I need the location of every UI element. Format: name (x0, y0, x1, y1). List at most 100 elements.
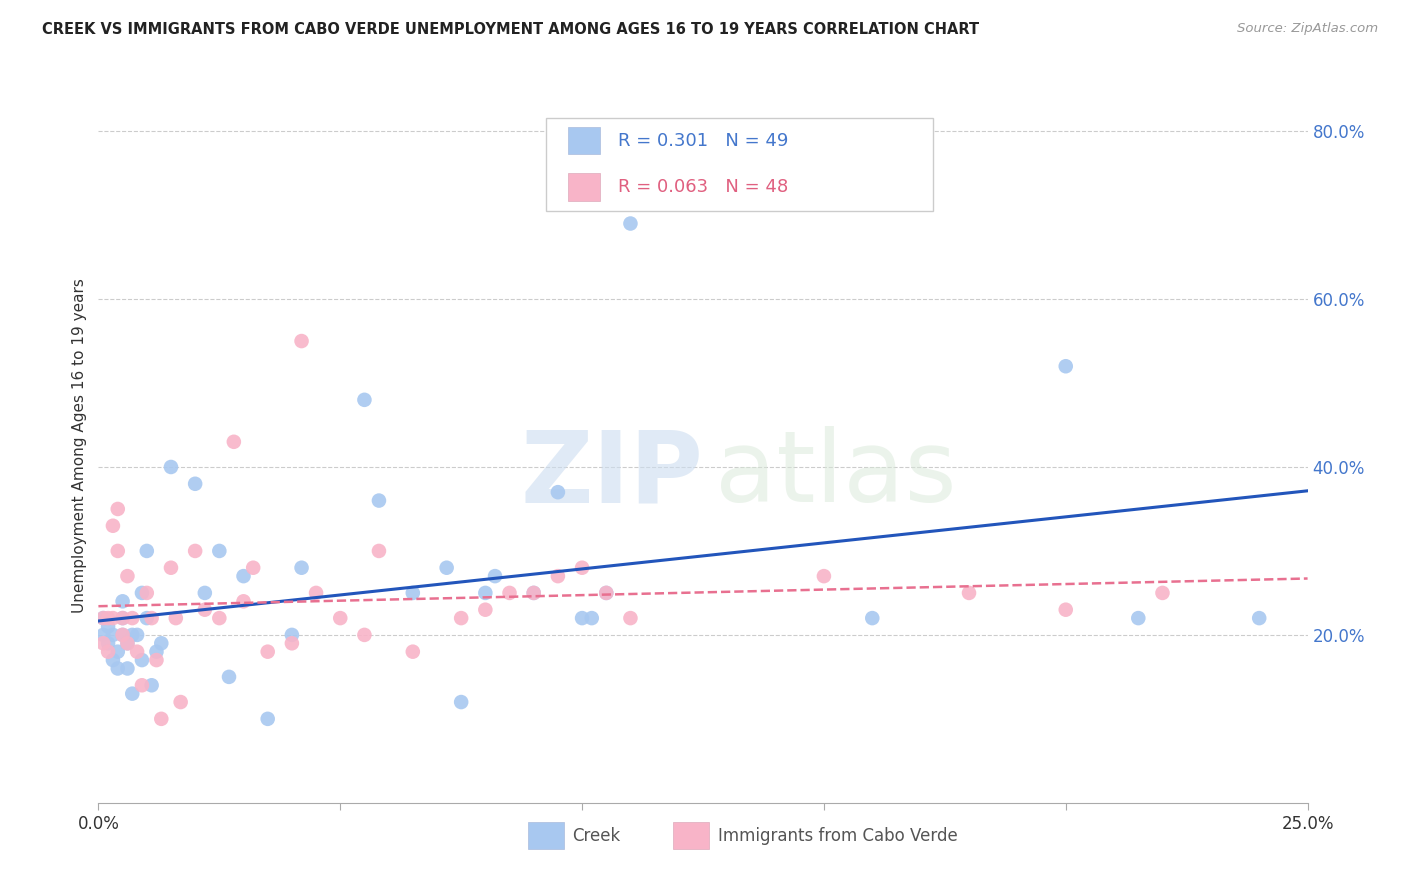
Point (107, 544, 129, 558)
Point (402, 645, 425, 659)
Point (145, 645, 167, 659)
Point (91, 636, 114, 650)
Point (121, 628, 143, 642)
Point (145, 653, 167, 667)
Point (101, 611, 124, 625)
Point (117, 636, 139, 650)
Point (97, 611, 120, 625)
Point (571, 611, 593, 625)
Point (194, 586, 217, 600)
Point (135, 586, 157, 600)
Point (256, 712, 278, 726)
Point (281, 636, 304, 650)
Point (547, 569, 569, 583)
FancyBboxPatch shape (568, 173, 600, 201)
Point (208, 544, 231, 558)
FancyBboxPatch shape (546, 118, 932, 211)
Point (329, 611, 352, 625)
Point (474, 586, 496, 600)
Point (353, 392, 375, 407)
Point (484, 569, 506, 583)
Point (218, 670, 240, 684)
Point (450, 611, 472, 625)
Point (571, 560, 593, 574)
Point (111, 611, 134, 625)
Point (97, 645, 120, 659)
Text: CREEK VS IMMIGRANTS FROM CABO VERDE UNEMPLOYMENT AMONG AGES 16 TO 19 YEARS CORRE: CREEK VS IMMIGRANTS FROM CABO VERDE UNEM… (42, 22, 980, 37)
Point (117, 661, 139, 675)
Point (111, 628, 134, 642)
Point (813, 569, 835, 583)
Point (1128, 611, 1150, 625)
Point (131, 586, 153, 600)
FancyBboxPatch shape (672, 822, 709, 849)
Point (281, 628, 304, 642)
Point (290, 334, 312, 348)
Point (160, 560, 183, 574)
Point (165, 611, 187, 625)
Point (91, 628, 114, 642)
Point (97, 636, 120, 650)
Text: ZIP: ZIP (520, 426, 703, 523)
Point (232, 569, 254, 583)
Point (127, 645, 149, 659)
Point (101, 628, 124, 642)
Point (242, 560, 264, 574)
Point (131, 653, 153, 667)
Point (169, 695, 191, 709)
Text: atlas: atlas (716, 426, 956, 523)
Point (184, 544, 207, 558)
Point (450, 695, 472, 709)
Point (402, 586, 425, 600)
Text: R = 0.301   N = 49: R = 0.301 N = 49 (617, 132, 789, 150)
Point (523, 586, 546, 600)
Point (101, 518, 124, 533)
FancyBboxPatch shape (568, 127, 600, 154)
Point (595, 586, 617, 600)
Point (305, 586, 328, 600)
Point (208, 611, 231, 625)
Point (91, 611, 114, 625)
Point (150, 712, 173, 726)
Text: R = 0.063   N = 48: R = 0.063 N = 48 (617, 178, 789, 196)
Point (91, 611, 114, 625)
Point (368, 544, 391, 558)
Point (1054, 359, 1077, 374)
Point (141, 611, 163, 625)
Point (232, 594, 254, 608)
Point (150, 636, 173, 650)
Point (498, 586, 520, 600)
Point (619, 611, 641, 625)
Point (1249, 611, 1271, 625)
Point (595, 586, 617, 600)
FancyBboxPatch shape (527, 822, 564, 849)
Point (581, 611, 603, 625)
Point (353, 628, 375, 642)
Point (107, 645, 129, 659)
Point (547, 485, 569, 500)
Point (860, 611, 883, 625)
Point (107, 502, 129, 516)
Point (436, 560, 458, 574)
Point (1152, 586, 1174, 600)
Y-axis label: Unemployment Among Ages 16 to 19 years: Unemployment Among Ages 16 to 19 years (72, 278, 87, 614)
Point (141, 678, 163, 692)
Point (121, 687, 143, 701)
Point (619, 217, 641, 231)
Point (107, 661, 129, 675)
Point (97, 619, 120, 633)
Point (222, 434, 245, 449)
Point (957, 586, 980, 600)
Point (160, 460, 183, 475)
Point (117, 636, 139, 650)
Point (127, 628, 149, 642)
Point (135, 611, 157, 625)
Point (101, 653, 124, 667)
Point (194, 603, 217, 617)
Text: Source: ZipAtlas.com: Source: ZipAtlas.com (1237, 22, 1378, 36)
Point (184, 476, 207, 491)
Point (368, 493, 391, 508)
Text: Creek: Creek (572, 827, 620, 845)
Point (131, 678, 153, 692)
Point (290, 560, 312, 574)
